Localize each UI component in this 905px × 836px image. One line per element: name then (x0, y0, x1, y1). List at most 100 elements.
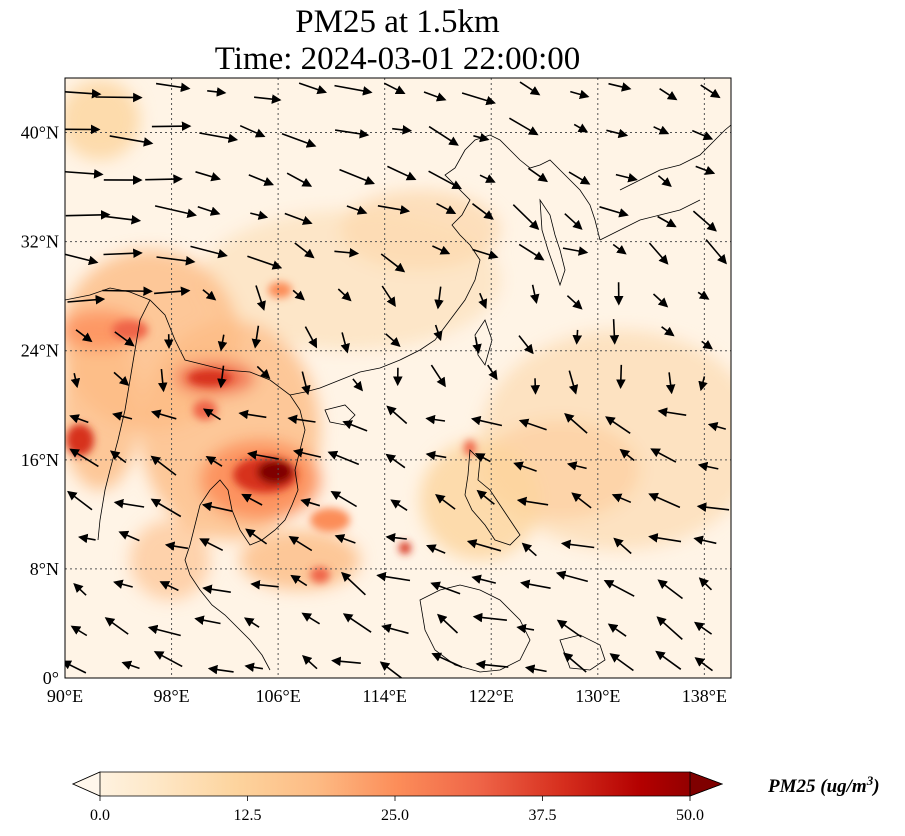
wind-arrow (564, 213, 583, 230)
wind-arrow (239, 124, 266, 138)
wind-arrow (648, 492, 681, 509)
indochina-coast (65, 287, 306, 671)
wind-arrow (300, 498, 321, 508)
wind-arrow (154, 205, 197, 218)
wind-arrow (103, 248, 143, 259)
wind-arrow (428, 125, 459, 146)
wind-arrow (113, 498, 145, 509)
wind-arrow (109, 135, 154, 147)
x-tick-label: 98°E (153, 686, 189, 706)
wind-arrow (104, 617, 129, 635)
wind-arrow (256, 365, 271, 380)
wind-arrow (520, 579, 551, 589)
wind-arrow (693, 621, 713, 635)
wind-arrow (607, 623, 627, 637)
wind-arrow (518, 418, 547, 431)
wind-arrow (334, 534, 356, 544)
wind-arrow (656, 616, 683, 640)
wind-arrow (430, 581, 461, 595)
wind-arrow (112, 411, 133, 421)
wind-arrow (657, 579, 683, 600)
wind-arrow (65, 169, 104, 179)
wind-arrow (648, 533, 682, 543)
wind-arrow (530, 284, 540, 304)
wind-arrow (243, 617, 260, 628)
wind-arrow (466, 539, 502, 552)
wind-arrow (379, 661, 403, 678)
wind-arrow (201, 501, 233, 512)
wind-arrow (69, 448, 99, 468)
wind-arrow (612, 243, 627, 255)
wind-arrow (301, 612, 321, 625)
wind-arrow (473, 132, 490, 143)
wind-arrow (693, 535, 717, 545)
wind-arrow (118, 530, 140, 542)
wind-arrow (376, 571, 411, 582)
wind-arrow (615, 173, 638, 183)
wind-arrow (304, 326, 318, 349)
wind-arrow (381, 623, 409, 635)
colorbar-max-extend (689, 771, 724, 797)
wind-arrow (665, 372, 676, 395)
wind-arrow (700, 84, 721, 99)
wind-arrow (342, 420, 368, 432)
wind-arrow (428, 170, 463, 190)
wind-arrow (247, 255, 283, 270)
wind-arrow (648, 242, 669, 265)
wind-arrow (657, 407, 687, 417)
wind-arrow (70, 373, 81, 389)
wind-arrow (101, 214, 142, 225)
wind-arrow (150, 498, 182, 518)
borneo-island (419, 584, 531, 673)
wind-arrow (247, 450, 279, 460)
wind-arrow (530, 378, 541, 395)
wind-arrow (292, 289, 305, 301)
wind-arrow (568, 171, 591, 185)
x-tick-label: 114°E (362, 686, 407, 706)
wind-arrow (342, 613, 372, 633)
wind-arrow (331, 656, 361, 667)
wind-arrow (145, 174, 183, 184)
colorbar-min-extend (72, 771, 101, 797)
wind-arrow (334, 129, 370, 139)
wind-arrow (241, 493, 263, 506)
wind-arrow (121, 660, 140, 670)
wind-arrow (425, 450, 447, 461)
wind-arrow (603, 580, 635, 597)
wind-arrow (150, 455, 177, 476)
wind-arrow (698, 577, 713, 591)
wind-arrow (197, 205, 221, 216)
wind-arrow (472, 248, 499, 260)
wind-arrow (653, 125, 670, 135)
wind-arrow (248, 174, 274, 186)
wind-arrow (114, 331, 135, 347)
wind-arrow (562, 246, 589, 256)
japan-coast (599, 124, 731, 241)
wind-arrow (566, 461, 587, 471)
wind-arrow (652, 293, 669, 308)
wind-arrow (154, 286, 191, 297)
wind-arrow (78, 533, 96, 544)
wind-arrow (383, 82, 406, 95)
wind-arrow (327, 450, 360, 466)
wind-arrow (202, 289, 217, 301)
x-tick-label: 130°E (575, 686, 620, 706)
wind-arrow (435, 494, 456, 510)
y-tick-label: 40°N (21, 123, 59, 143)
wind-arrow (381, 285, 396, 307)
wind-arrow (199, 132, 239, 144)
wind-arrow (657, 175, 672, 188)
wind-arrow (572, 329, 583, 345)
wind-arrow (605, 416, 631, 434)
wind-arrow (516, 623, 535, 634)
wind-arrow (330, 490, 358, 508)
wind-arrow (512, 204, 540, 231)
y-axis-ticks: 0° 8°N 16°N 24°N 32°N 40°N (21, 123, 59, 688)
wind-arrow (67, 490, 93, 511)
wind-arrow (524, 664, 547, 674)
wind-arrow (102, 286, 153, 296)
colorbar-bar (72, 771, 724, 797)
wind-arrow (150, 409, 177, 420)
wind-arrow (431, 652, 463, 668)
